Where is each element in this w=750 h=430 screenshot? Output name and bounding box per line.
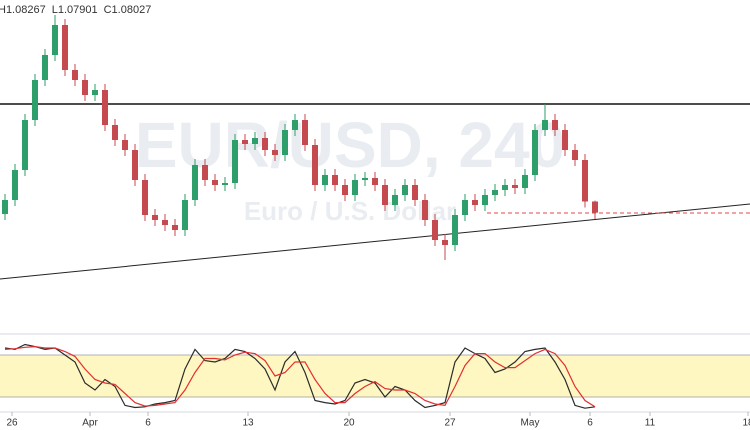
indicator-band [0,355,750,397]
candle-body [432,220,438,240]
x-tick-label: 6 [587,418,593,429]
candle-body [302,120,308,145]
candle-body [112,125,118,140]
candle-body [152,215,158,220]
candle-body [312,145,318,185]
candle-body [572,150,578,160]
candle-body [342,185,348,195]
x-tick-label: May [521,418,540,429]
candle-body [292,120,298,130]
candle-body [132,150,138,180]
candle-body [82,80,88,95]
candle-body [352,180,358,195]
trend-line [0,203,750,280]
candle-body [242,140,248,144]
indicator-line [4,345,596,408]
candle-body [12,170,18,200]
candle-body [102,90,108,125]
candle-body [472,200,478,205]
candle-body [32,80,38,120]
candle-body [522,175,528,188]
candle-body [42,55,48,80]
candle-body [412,185,418,200]
candle-body [392,195,398,205]
candle-body [232,140,238,183]
candle-body [172,225,178,230]
candle-body [382,185,388,205]
ohlc-label: L1.07901 [52,4,98,16]
x-tick-label: 26 [6,418,18,429]
x-tick-label: 18 [742,418,750,429]
candle-body [52,25,58,55]
candle-body [182,200,188,230]
candle-body [142,180,148,215]
watermark-subtitle: Euro / U.S. Dollar [244,196,456,226]
candle-body [162,220,168,225]
candle-body [552,120,558,130]
candle-body [402,185,408,195]
candle-body [62,25,68,70]
candle-body [592,201,598,213]
candle-body [252,138,258,144]
candle-body [22,120,28,170]
candle-body [212,180,218,185]
candle-body [222,183,228,185]
candle-body [272,150,278,155]
x-tick-label: 6 [145,418,151,429]
candle-body [542,120,548,130]
candle-body [202,165,208,180]
candle-body [482,195,488,205]
candle-body [122,140,128,150]
candle-body [92,90,98,95]
candle-body [282,130,288,155]
candle-body [492,190,498,195]
candle-body [372,178,378,185]
candle-body [362,178,368,180]
x-tick-label: 27 [444,418,456,429]
candle-body [512,185,518,188]
x-tick-label: 11 [645,418,656,429]
ohlc-label: C1.08027 [104,4,152,16]
watermark: EUR/USD, 240 [135,109,565,181]
candle-body [562,130,568,150]
candle-body [532,130,538,175]
candle-body [192,165,198,200]
candle-body [502,185,508,190]
ohlc-label: H1.08267 [0,4,46,16]
candle-body [322,175,328,185]
x-tick-label: 20 [343,418,355,429]
candle-body [462,200,468,215]
candle-body [2,200,8,214]
x-tick-label: 13 [242,418,254,429]
candle-body [332,175,338,185]
candle-body [442,240,448,245]
candle-body [422,200,428,220]
candle-body [72,70,78,80]
candle-body [262,138,268,150]
candle-body [582,160,588,202]
candle-body [452,215,458,245]
x-tick-label: Apr [82,418,98,429]
